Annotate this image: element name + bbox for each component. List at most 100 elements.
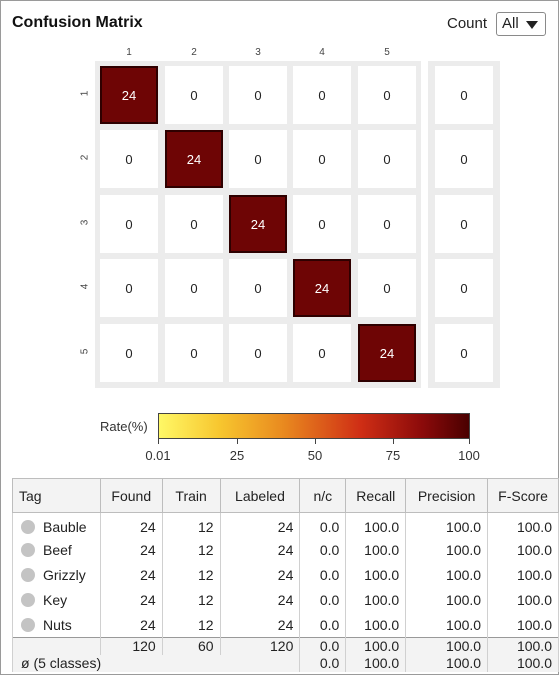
matrix-cell[interactable]: 0 — [358, 66, 416, 124]
row-label: 5 — [79, 348, 91, 355]
caret-down-icon — [526, 21, 538, 29]
value-cell: 24 — [219, 537, 301, 563]
matrix-cell[interactable]: 0 — [229, 66, 287, 124]
value-cell: 100.0 — [487, 537, 559, 563]
tag-cell: Beef — [12, 537, 101, 563]
scale-tick — [315, 439, 316, 444]
matrix-cell[interactable]: 0 — [165, 195, 223, 253]
scale-tick — [237, 439, 238, 444]
matrix-cell[interactable]: 0 — [100, 324, 158, 382]
value-cell: 24 — [99, 562, 163, 588]
tag-color-dot-icon — [21, 593, 35, 607]
matrix-cell[interactable]: 0 — [100, 130, 158, 188]
extra-column-cell[interactable]: 0 — [435, 324, 493, 382]
matrix-cell[interactable]: 0 — [293, 66, 351, 124]
table-row[interactable]: Grizzly 24 12 24 0.0 100.0 100.0 100.0 — [12, 562, 559, 588]
row-label: 1 — [79, 90, 91, 97]
matrix-cell[interactable]: 0 — [358, 130, 416, 188]
average-value-cell: 100.0 — [487, 654, 559, 672]
matrix-cell[interactable]: 0 — [165, 66, 223, 124]
matrix-cell[interactable]: 24 — [100, 66, 158, 124]
column-header[interactable]: F-Score — [487, 478, 559, 513]
value-cell: 100.0 — [487, 612, 559, 638]
matrix-cell[interactable]: 24 — [358, 324, 416, 382]
value-cell: 100.0 — [345, 512, 407, 538]
tag-cell: Nuts — [12, 612, 101, 638]
table-row[interactable]: Beef 24 12 24 0.0 100.0 100.0 100.0 — [12, 537, 559, 563]
scale-tick-label: 25 — [229, 448, 245, 463]
value-cell: 24 — [99, 587, 163, 613]
table-row[interactable]: Key 24 12 24 0.0 100.0 100.0 100.0 — [12, 587, 559, 613]
column-header[interactable]: Precision — [405, 478, 489, 513]
legend-label: Rate(%) — [100, 419, 148, 434]
value-cell: 100.0 — [405, 537, 489, 563]
column-header[interactable]: Tag — [12, 478, 101, 513]
tag-name: Beef — [43, 542, 72, 558]
average-row: ø (5 classes) 0.0 100.0 100.0 100.0 — [11, 654, 559, 672]
matrix-cell[interactable]: 0 — [165, 324, 223, 382]
matrix-cell[interactable]: 24 — [229, 195, 287, 253]
tag-color-dot-icon — [21, 520, 35, 535]
value-cell: 0.0 — [299, 612, 347, 638]
average-value-cell: 100.0 — [405, 654, 489, 672]
row-label: 2 — [79, 154, 91, 161]
value-cell: 100.0 — [345, 612, 407, 638]
matrix-cell[interactable]: 0 — [165, 259, 223, 317]
color-scale-bar — [158, 413, 470, 439]
matrix-cell[interactable]: 0 — [229, 324, 287, 382]
value-cell: 100.0 — [405, 587, 489, 613]
column-header[interactable]: Train — [161, 478, 221, 513]
value-cell: 100.0 — [487, 512, 559, 538]
value-cell: 12 — [161, 512, 221, 538]
value-cell: 0.0 — [299, 562, 347, 588]
matrix-cell[interactable]: 0 — [293, 195, 351, 253]
tag-cell: Grizzly — [12, 562, 101, 588]
sum-value-cell: 100.0 — [487, 637, 559, 655]
matrix-cell[interactable]: 24 — [293, 259, 351, 317]
column-header[interactable]: Labeled — [219, 478, 301, 513]
tag-color-dot-icon — [21, 568, 35, 582]
scale-tick — [469, 439, 470, 444]
extra-column-cell[interactable]: 0 — [435, 195, 493, 253]
row-label: 4 — [79, 283, 91, 290]
column-header[interactable]: n/c — [299, 478, 347, 513]
scale-tick-label: 50 — [307, 448, 323, 463]
column-header[interactable]: Recall — [345, 478, 407, 513]
value-cell: 12 — [161, 587, 221, 613]
tag-name: Grizzly — [43, 567, 86, 583]
sum-value-cell: 120 — [99, 637, 163, 655]
average-label: ø (5 classes) — [11, 654, 301, 672]
value-cell: 12 — [161, 537, 221, 563]
value-cell: 100.0 — [405, 562, 489, 588]
sum-value-cell: 100.0 — [345, 637, 407, 655]
scale-tick — [158, 439, 159, 444]
matrix-cell[interactable]: 0 — [358, 259, 416, 317]
count-select-value: All — [502, 15, 519, 32]
matrix-cell[interactable]: 0 — [100, 195, 158, 253]
matrix-cell[interactable]: 0 — [358, 195, 416, 253]
matrix-cell[interactable]: 0 — [100, 259, 158, 317]
matrix-cell[interactable]: 0 — [293, 130, 351, 188]
matrix-cell[interactable]: 0 — [293, 324, 351, 382]
matrix-cell[interactable]: 24 — [165, 130, 223, 188]
value-cell: 24 — [219, 612, 301, 638]
value-cell: 12 — [161, 612, 221, 638]
extra-column-cell[interactable]: 0 — [435, 130, 493, 188]
value-cell: 100.0 — [405, 512, 489, 538]
value-cell: 12 — [161, 562, 221, 588]
value-cell: 24 — [99, 612, 163, 638]
value-cell: 0.0 — [299, 512, 347, 538]
count-label: Count — [447, 15, 488, 32]
value-cell: 24 — [219, 587, 301, 613]
value-cell: 24 — [99, 537, 163, 563]
matrix-cell[interactable]: 0 — [229, 130, 287, 188]
row-label: 3 — [79, 219, 91, 226]
extra-column-cell[interactable]: 0 — [435, 259, 493, 317]
table-row[interactable]: Nuts 24 12 24 0.0 100.0 100.0 100.0 — [12, 612, 559, 638]
extra-column-cell[interactable]: 0 — [435, 66, 493, 124]
column-header[interactable]: Found — [99, 478, 163, 513]
matrix-cell[interactable]: 0 — [229, 259, 287, 317]
count-select[interactable]: All — [496, 12, 546, 36]
value-cell: 0.0 — [299, 537, 347, 563]
table-row[interactable]: Bauble 24 12 24 0.0 100.0 100.0 100.0 — [12, 512, 559, 538]
